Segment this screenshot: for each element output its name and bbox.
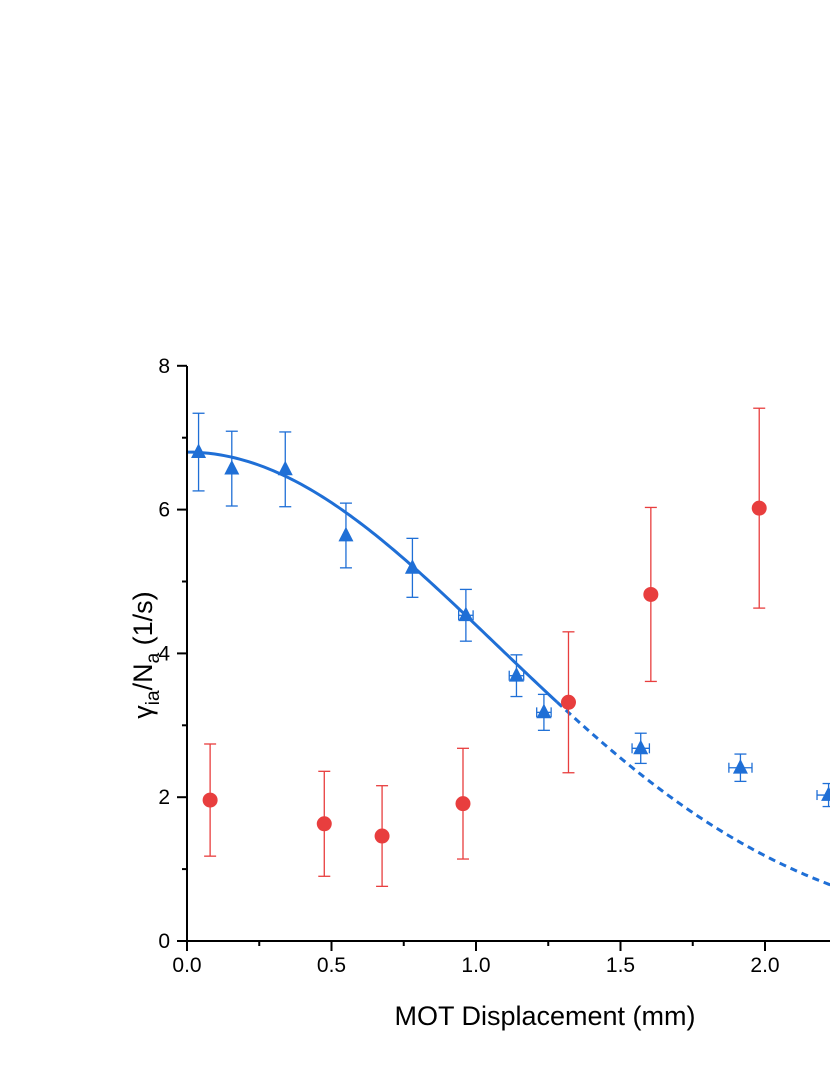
circle-marker [202,792,218,808]
y-axis-title-gamma: γ [128,705,158,719]
triangle-marker [458,606,474,622]
y-tick-label: 4 [158,642,170,665]
y-axis-title: γia/Na (1/s) [128,591,164,718]
y-axis-title-n-sub: a [143,652,164,663]
y-axis-title-unit: (1/s) [128,591,158,653]
triangle-marker [633,739,649,755]
x-tick-label: 1.5 [606,954,635,977]
x-tick-label: 0.0 [172,954,201,977]
y-axis-title-gamma-sub: ia [143,690,164,705]
circle-marker [316,816,332,832]
triangle-marker [536,703,552,719]
circle-marker [751,500,767,516]
y-tick-label: 2 [158,786,170,809]
x-tick-label: 0.5 [317,954,346,977]
x-tick-label: 2.0 [750,954,779,977]
triangle-marker [191,443,207,458]
circle-marker [455,796,471,812]
circle-marker [374,828,390,844]
triangle-marker [277,460,293,476]
triangle-marker [404,559,420,574]
errorbar-layer [192,407,830,888]
marker-layer [191,443,830,844]
x-tick-label: 1.0 [461,954,490,977]
y-tick-label: 8 [158,355,170,378]
circle-marker [643,586,659,602]
triangle-marker [508,667,524,682]
triangle-marker [821,786,830,801]
triangle-marker [224,459,240,475]
triangle-marker [338,526,354,542]
fit-curve-solid [186,450,558,704]
y-tick-label: 0 [158,930,170,953]
y-axis-title-slash-n: /N [128,663,158,690]
fit-curve-layer [186,450,830,887]
axes-layer: 0 2 4 6 8 0.0 0.5 1.0 1.5 2.0 [158,355,830,977]
triangle-marker [732,759,748,774]
fit-curve-dashed [555,700,830,887]
x-axis-title: MOT Displacement (mm) [394,1001,695,1031]
circle-marker [560,694,576,710]
y-tick-label: 6 [158,499,170,522]
